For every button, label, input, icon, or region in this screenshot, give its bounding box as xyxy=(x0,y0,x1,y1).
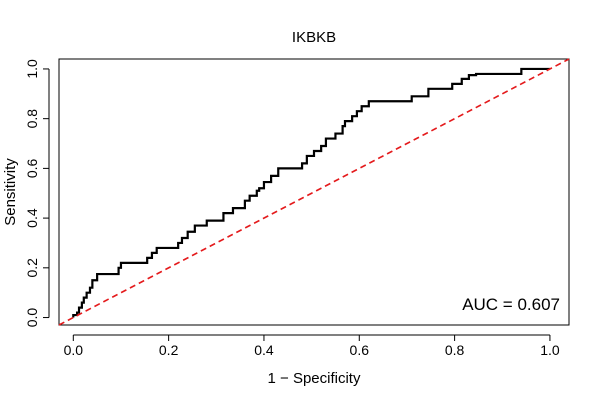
x-axis-label: 1 − Specificity xyxy=(268,370,361,387)
x-tick-label: 0.6 xyxy=(350,342,370,358)
x-tick-label: 0.8 xyxy=(445,342,465,358)
y-tick-label: 0.6 xyxy=(24,158,40,178)
plot-frame xyxy=(58,58,570,326)
x-tick-label: 0.2 xyxy=(159,342,179,358)
y-axis-label: Sensitivity xyxy=(2,158,19,226)
x-tick-label: 0.4 xyxy=(254,342,274,358)
y-tick-label: 0.0 xyxy=(24,308,40,328)
auc-annotation: AUC = 0.607 xyxy=(462,295,560,314)
roc-curve-line xyxy=(72,67,550,318)
y-tick-label: 0.4 xyxy=(24,208,40,228)
x-tick-label: 1.0 xyxy=(540,342,560,358)
x-tick-label: 0.0 xyxy=(64,342,84,358)
chart-marks: 0.0 0.2 0.4 0.6 0.8 1.0 0.0 0.2 0.4 0.6 0.8 1.0 xyxy=(24,58,570,358)
chart-title: IKBKB xyxy=(292,29,336,46)
y-tick-label: 1.0 xyxy=(24,59,40,79)
y-tick-label: 0.2 xyxy=(24,258,40,278)
y-tick-label: 0.8 xyxy=(24,109,40,129)
reference-diagonal-line xyxy=(58,58,570,326)
